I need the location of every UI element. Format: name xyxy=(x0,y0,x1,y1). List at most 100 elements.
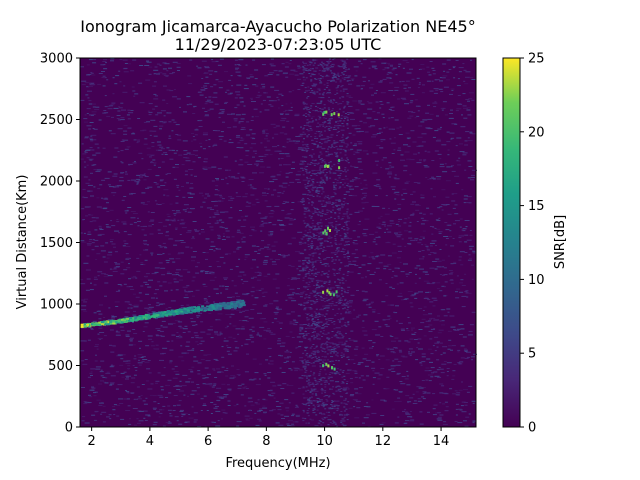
heatmap-cell xyxy=(394,191,400,193)
heatmap-cell xyxy=(467,114,472,116)
heatmap-cell xyxy=(146,154,151,156)
heatmap-cell xyxy=(251,326,255,328)
heatmap-cell xyxy=(427,151,431,153)
heatmap-cell xyxy=(141,229,145,231)
heatmap-cell xyxy=(337,385,340,387)
heatmap-cell xyxy=(310,155,313,157)
heatmap-cell xyxy=(266,206,272,208)
heatmap-cell xyxy=(128,278,131,280)
heatmap-cell xyxy=(472,422,475,424)
heatmap-cell xyxy=(263,222,268,224)
heatmap-cell xyxy=(239,210,242,211)
heatmap-cell xyxy=(358,362,364,364)
heatmap-cell xyxy=(220,371,224,373)
heatmap-cell xyxy=(329,167,332,169)
heatmap-cell xyxy=(307,333,310,334)
heatmap-cell xyxy=(262,132,266,134)
heatmap-cell xyxy=(298,341,303,343)
heatmap-cell xyxy=(439,206,443,208)
heatmap-cell xyxy=(308,281,311,283)
heatmap-cell xyxy=(316,102,322,104)
heatmap-cell xyxy=(393,192,396,194)
heatmap-cell xyxy=(226,183,229,185)
heatmap-cell xyxy=(442,107,445,109)
heatmap-cell xyxy=(421,92,425,94)
heatmap-cell xyxy=(369,87,374,89)
heatmap-cell xyxy=(348,263,352,265)
heatmap-cell xyxy=(339,186,342,188)
heatmap-cell xyxy=(266,330,272,332)
heatmap-cell xyxy=(326,337,331,339)
heatmap-cell xyxy=(342,134,344,136)
heatmap-cell xyxy=(209,108,214,110)
heatmap-cell xyxy=(321,108,324,110)
heatmap-cell xyxy=(302,163,305,165)
heatmap-cell xyxy=(133,374,137,376)
heatmap-cell xyxy=(337,215,340,217)
heatmap-cell xyxy=(403,263,408,265)
heatmap-cell xyxy=(398,250,402,252)
heatmap-cell xyxy=(148,338,153,340)
heatmap-cell xyxy=(158,303,163,305)
heatmap-cell xyxy=(340,411,343,412)
heatmap-cell xyxy=(364,131,369,133)
heatmap-cell xyxy=(149,154,155,156)
heatmap-cell xyxy=(303,307,306,309)
heatmap-cell xyxy=(318,400,321,402)
heatmap-cell xyxy=(343,194,346,195)
heatmap-cell xyxy=(98,404,103,406)
heatmap-cell xyxy=(155,95,158,97)
heatmap-cell xyxy=(342,149,345,151)
heatmap-cell xyxy=(115,388,119,390)
heatmap-cell xyxy=(335,232,338,234)
heatmap-cell xyxy=(216,368,220,370)
heatmap-cell xyxy=(171,274,177,276)
heatmap-cell xyxy=(233,118,238,120)
heatmap-cell xyxy=(414,297,418,299)
heatmap-cell xyxy=(348,261,352,263)
heatmap-cell xyxy=(237,333,240,335)
heatmap-cell xyxy=(138,82,143,84)
heatmap-cell xyxy=(461,285,466,286)
heatmap-cell xyxy=(316,138,319,140)
heatmap-cell xyxy=(313,235,318,236)
heatmap-cell xyxy=(172,261,176,263)
heatmap-cell xyxy=(450,109,453,111)
heatmap-cell xyxy=(89,289,94,291)
heatmap-cell xyxy=(414,99,418,101)
heatmap-cell xyxy=(171,220,176,222)
heatmap-cell xyxy=(283,72,288,74)
heatmap-cell xyxy=(274,133,279,135)
heatmap-cell xyxy=(335,155,337,157)
heatmap-cell xyxy=(238,121,244,123)
heatmap-cell xyxy=(311,68,314,70)
heatmap-cell xyxy=(385,359,390,361)
heatmap-cell xyxy=(109,382,115,384)
heatmap-cell xyxy=(256,266,259,268)
heatmap-cell xyxy=(166,213,170,215)
heatmap-cell xyxy=(305,294,307,296)
heatmap-cell xyxy=(304,346,309,348)
heatmap-cell xyxy=(107,184,111,186)
heatmap-cell xyxy=(165,231,169,233)
heatmap-cell xyxy=(255,97,260,98)
heatmap-cell xyxy=(297,201,302,203)
heatmap-cell xyxy=(200,206,204,208)
heatmap-cell xyxy=(380,92,386,94)
heatmap-cell xyxy=(344,424,347,426)
heatmap-cell xyxy=(323,333,328,335)
heatmap-cell xyxy=(184,422,188,423)
heatmap-cell xyxy=(414,332,417,334)
heatmap-cell xyxy=(238,258,241,260)
heatmap-cell xyxy=(286,285,290,287)
heatmap-cell xyxy=(157,144,161,146)
heatmap-cell xyxy=(308,202,310,204)
heatmap-cell xyxy=(269,72,275,74)
heatmap-cell xyxy=(320,101,323,103)
heatmap-cell xyxy=(467,160,472,162)
heatmap-cell xyxy=(343,399,347,401)
heatmap-cell xyxy=(304,269,307,271)
heatmap-cell xyxy=(281,209,285,211)
heatmap-cell xyxy=(202,252,206,253)
heatmap-cell xyxy=(225,101,229,103)
